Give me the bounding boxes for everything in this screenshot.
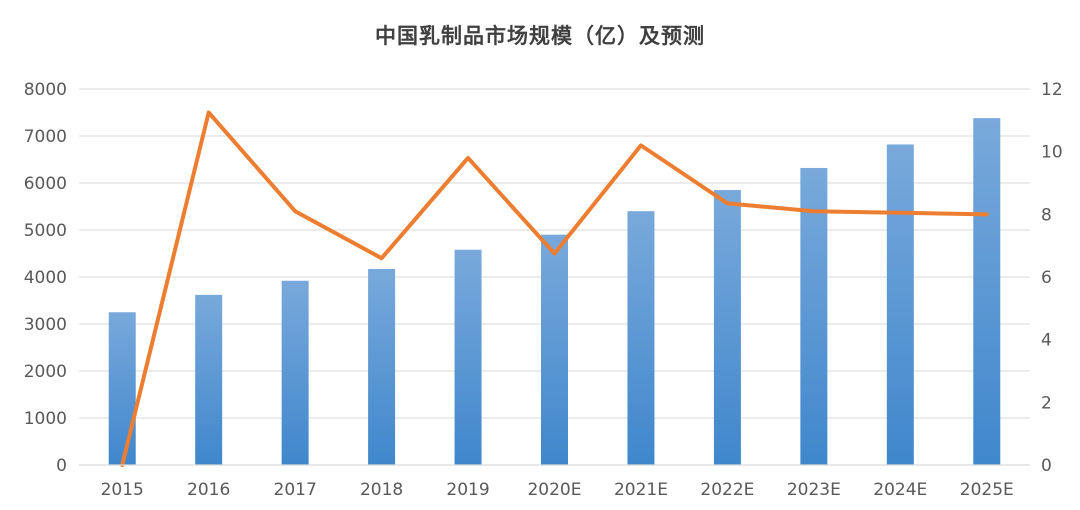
- x-tick-label: 2022E: [700, 480, 754, 500]
- line-series: [120, 110, 989, 467]
- x-tick-label: 2016: [187, 480, 230, 500]
- y-left-tick-label: 3000: [24, 315, 67, 335]
- y-left-tick-label: 5000: [24, 221, 67, 241]
- bar-2022E: [713, 190, 741, 466]
- y-left-tick-label: 6000: [24, 174, 67, 194]
- bar-2019: [454, 249, 482, 465]
- bar-series: [108, 118, 1001, 466]
- bar-2017: [281, 280, 309, 465]
- y-left-tick-label: 2000: [24, 362, 67, 382]
- y-right-tick-label: 2: [1041, 393, 1052, 413]
- axes: 0 1000 2000 3000 4000 5000 6000 7000 8000 0 2 4 6 8 10…: [24, 80, 1063, 500]
- bar-2020E: [541, 234, 568, 465]
- y-right-tick-label: 4: [1041, 331, 1052, 351]
- x-tick-label: 2020E: [527, 480, 581, 500]
- y-left-tick-label: 4000: [24, 268, 67, 288]
- chart-title: 中国乳制品市场规模（亿）及预测: [375, 24, 705, 48]
- bar-2025E: [973, 118, 1001, 465]
- x-tick-label: 2024E: [873, 480, 927, 500]
- y-right-tick-label: 6: [1041, 268, 1052, 288]
- bar-2024E: [886, 144, 914, 465]
- x-tick-label: 2018: [360, 480, 403, 500]
- y-right-tick-label: 10: [1041, 143, 1063, 163]
- y-right-tick-label: 12: [1041, 80, 1063, 100]
- x-tick-label: 2021E: [614, 480, 668, 500]
- y-left-tick-label: 1000: [24, 409, 67, 429]
- bar-2016: [195, 294, 223, 465]
- bar-2015: [108, 312, 136, 465]
- bar-2023E: [800, 167, 828, 465]
- y-left-tick-label: 7000: [24, 127, 67, 147]
- bar-2018: [368, 269, 396, 465]
- x-tick-label: 2025E: [960, 480, 1014, 500]
- x-tick-label: 2017: [274, 480, 317, 500]
- y-right-tick-label: 8: [1041, 205, 1052, 225]
- x-tick-label: 2015: [101, 480, 144, 500]
- y-left-tick-label: 0: [56, 456, 67, 476]
- x-tick-label: 2023E: [787, 480, 841, 500]
- bar-2021E: [627, 211, 655, 465]
- y-left-tick-label: 8000: [24, 80, 67, 100]
- x-tick-label: 2019: [446, 480, 489, 500]
- y-right-tick-label: 0: [1041, 456, 1052, 476]
